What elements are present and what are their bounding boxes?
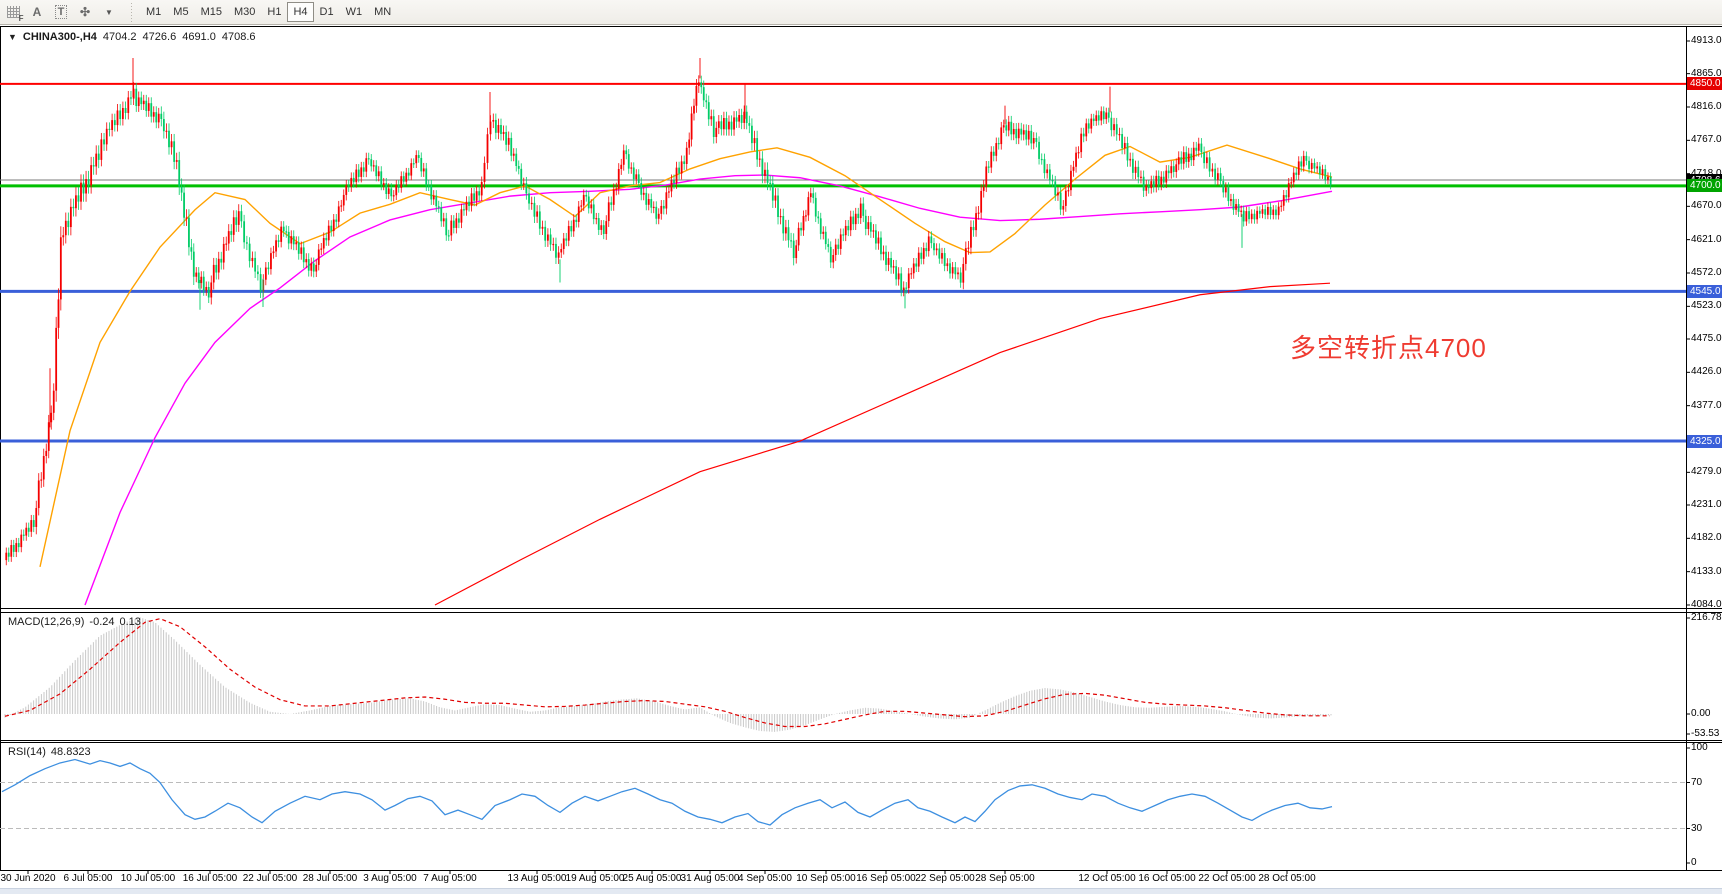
date-label: 31 Aug 05:00: [680, 873, 740, 884]
date-label: 4 Sep 05:00: [738, 873, 792, 884]
price-tick-label: 4718.0: [1691, 168, 1722, 179]
date-label: 22 Sep 05:00: [915, 873, 975, 884]
price-tick-label: 4865.0: [1691, 67, 1722, 79]
price-tick-label: 4816.0: [1691, 100, 1722, 112]
macd-indicator-label: MACD(12,26,9) -0.24 0.13: [8, 616, 141, 628]
date-label: 22 Jul 05:00: [242, 873, 298, 884]
date-label: 16 Oct 05:00: [1138, 873, 1196, 884]
tf-button-d1[interactable]: D1: [319, 6, 334, 18]
text-a-icon[interactable]: A: [32, 5, 42, 19]
rsi-name: RSI(14): [8, 746, 46, 758]
price-badge-4325.0: 4325.0: [1687, 434, 1722, 448]
ma-red-line: [434, 282, 1331, 606]
price-badge-4850.0: 4850.0: [1687, 77, 1722, 91]
pivot-annotation-text[interactable]: 多空转折点4700: [1290, 333, 1487, 363]
price-tick-label: 4377.0: [1691, 399, 1722, 411]
macd-histogram: [4, 617, 1332, 732]
rsi-indicator-label: RSI(14) 48.8323: [8, 746, 91, 758]
macd-tick-label: 0.00: [1691, 708, 1711, 719]
date-label: 22 Oct 05:00: [1198, 873, 1256, 884]
macd-signal-value: 0.13: [119, 616, 141, 628]
tf-button-w1[interactable]: W1: [345, 6, 363, 18]
date-label: 12 Oct 05:00: [1078, 873, 1136, 884]
price-tick-label: 4475.0: [1691, 332, 1722, 344]
rsi-tick-label: 100: [1691, 742, 1708, 753]
date-label: 30 Jun 2020: [0, 873, 56, 884]
date-label: 10 Sep 05:00: [796, 873, 856, 884]
tf-button-m15[interactable]: M15: [200, 6, 222, 18]
date-label: 25 Aug 05:00: [622, 873, 682, 884]
price-badge-4545.0: 4545.0: [1687, 284, 1722, 298]
date-label: 16 Jul 05:00: [182, 873, 238, 884]
tf-button-m1[interactable]: M1: [146, 6, 162, 18]
price-tick-label: 4426.0: [1691, 366, 1722, 378]
date-label: 6 Jul 05:00: [63, 873, 113, 884]
rsi-tick-label: 70: [1691, 776, 1703, 788]
price-tick-label: 4767.0: [1691, 134, 1722, 146]
tf-button-mn[interactable]: MN: [374, 6, 392, 18]
date-label: 28 Sep 05:00: [975, 873, 1035, 884]
grid-f-icon[interactable]: F: [2, 2, 24, 23]
macd-tick-label: -53.53: [1691, 728, 1720, 739]
price-tick-label: 4231.0: [1691, 498, 1722, 510]
macd-signal-line: [4, 618, 1330, 728]
price-tick-label: 4133.0: [1691, 565, 1722, 577]
chart-toolbar: F A T ✣ ▼ M1 M5 M15 M30 H1 H4 D1 W1 MN: [0, 0, 1722, 25]
symbol-period-label: CHINA300-,H4: [22, 31, 97, 43]
date-label: 7 Aug 05:00: [423, 873, 477, 884]
price-tick-label: 4523.0: [1691, 300, 1722, 312]
dropdown-caret-icon[interactable]: ▼: [105, 7, 113, 17]
chart-title: ▼ CHINA300-,H4 4704.2 4726.6 4691.0 4708…: [8, 31, 256, 43]
tf-button-m5[interactable]: M5: [173, 6, 189, 18]
tf-button-m30[interactable]: M30: [233, 6, 256, 18]
high-value: 4726.6: [142, 31, 177, 43]
rsi-tick-label: 30: [1691, 822, 1703, 834]
toolbar-separator: [128, 2, 135, 22]
date-label: 28 Jul 05:00: [302, 873, 358, 884]
ma-magenta-line: [84, 174, 1333, 606]
close-value: 4708.6: [221, 31, 256, 43]
rsi-line: [1, 758, 1333, 826]
low-value: 4691.0: [182, 31, 216, 43]
tf-button-h1[interactable]: H1: [267, 6, 282, 18]
draw-tools-icon[interactable]: ✣: [79, 5, 91, 19]
rsi-tick-label: 0: [1691, 857, 1697, 868]
price-badge-4700.0: 4700.0: [1687, 179, 1722, 193]
rsi-value: 48.8323: [50, 746, 91, 758]
date-label: 13 Aug 05:00: [507, 873, 567, 884]
date-label: 19 Aug 05:00: [565, 873, 625, 884]
candles-layer: [5, 75, 1332, 566]
price-tick-label: 4182.0: [1691, 532, 1722, 544]
macd-tick-label: 216.78: [1691, 612, 1722, 623]
open-value: 4704.2: [102, 31, 137, 43]
date-label: 10 Jul 05:00: [120, 873, 176, 884]
price-tick-label: 4621.0: [1691, 233, 1722, 245]
date-label: 28 Oct 05:00: [1258, 873, 1316, 884]
symbol-dropdown-caret[interactable]: ▼: [8, 32, 17, 42]
bottom-status-strip: [0, 888, 1722, 894]
text-box-icon[interactable]: T: [50, 2, 72, 22]
date-label: 16 Sep 05:00: [856, 873, 916, 884]
ma-orange-line: [39, 144, 1333, 568]
date-label: 3 Aug 05:00: [363, 873, 417, 884]
macd-name: MACD(12,26,9): [8, 616, 85, 628]
tf-button-h4[interactable]: H4: [287, 2, 314, 22]
price-tick-label: 4084.0: [1691, 599, 1722, 610]
price-tick-label: 4279.0: [1691, 466, 1722, 478]
macd-main-value: -0.24: [89, 616, 115, 628]
price-tick-label: 4670.0: [1691, 200, 1722, 212]
price-tick-label: 4572.0: [1691, 266, 1722, 278]
price-tick-label: 4913.0: [1691, 35, 1722, 46]
timeframe-button-group: M1 M5 M15 M30 H1 H4 D1 W1 MN: [140, 2, 397, 22]
